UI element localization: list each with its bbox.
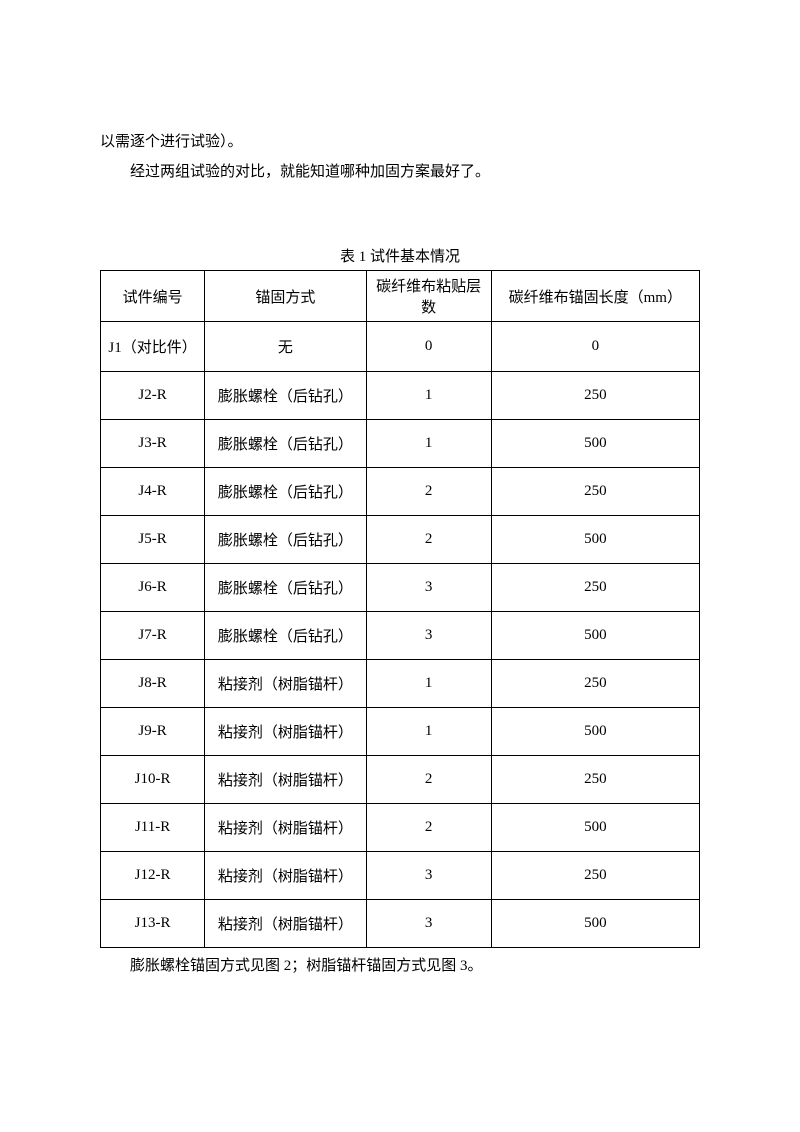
table-row: J1（对比件） 无 0 0 bbox=[101, 322, 700, 372]
table-cell: 500 bbox=[491, 708, 699, 756]
table-row: J10-R 粘接剂（树脂锚杆） 2 250 bbox=[101, 756, 700, 804]
table-header-cell: 碳纤维布粘贴层数 bbox=[366, 271, 491, 322]
table-cell: 1 bbox=[366, 708, 491, 756]
table-cell: 3 bbox=[366, 900, 491, 948]
table-cell: 粘接剂（树脂锚杆） bbox=[205, 900, 366, 948]
table-cell: 膨胀螺栓（后钻孔） bbox=[205, 516, 366, 564]
table-row: J7-R 膨胀螺栓（后钻孔） 3 500 bbox=[101, 612, 700, 660]
table-row: J13-R 粘接剂（树脂锚杆） 3 500 bbox=[101, 900, 700, 948]
table-cell: 500 bbox=[491, 612, 699, 660]
table-cell: J2-R bbox=[101, 372, 205, 420]
table-cell: J4-R bbox=[101, 468, 205, 516]
table-cell: 粘接剂（树脂锚杆） bbox=[205, 852, 366, 900]
table-cell: 250 bbox=[491, 660, 699, 708]
table-cell: J3-R bbox=[101, 420, 205, 468]
table-cell: 无 bbox=[205, 322, 366, 372]
table-row: J4-R 膨胀螺栓（后钻孔） 2 250 bbox=[101, 468, 700, 516]
table-cell: 2 bbox=[366, 804, 491, 852]
table-cell: J12-R bbox=[101, 852, 205, 900]
table-row: J12-R 粘接剂（树脂锚杆） 3 250 bbox=[101, 852, 700, 900]
table-cell: 1 bbox=[366, 420, 491, 468]
table-cell: 膨胀螺栓（后钻孔） bbox=[205, 564, 366, 612]
table-cell: J9-R bbox=[101, 708, 205, 756]
table-cell: J6-R bbox=[101, 564, 205, 612]
table-row: J5-R 膨胀螺栓（后钻孔） 2 500 bbox=[101, 516, 700, 564]
table-body: J1（对比件） 无 0 0 J2-R 膨胀螺栓（后钻孔） 1 250 J3-R … bbox=[101, 322, 700, 948]
table-cell: J11-R bbox=[101, 804, 205, 852]
table-header-cell: 锚固方式 bbox=[205, 271, 366, 322]
table-row: J3-R 膨胀螺栓（后钻孔） 1 500 bbox=[101, 420, 700, 468]
paragraph-1: 以需逐个进行试验）。 bbox=[100, 130, 700, 156]
table-header-row: 试件编号 锚固方式 碳纤维布粘贴层数 碳纤维布锚固长度（mm） bbox=[101, 271, 700, 322]
table-cell: 500 bbox=[491, 516, 699, 564]
table-row: J11-R 粘接剂（树脂锚杆） 2 500 bbox=[101, 804, 700, 852]
table-cell: J5-R bbox=[101, 516, 205, 564]
table-row: J2-R 膨胀螺栓（后钻孔） 1 250 bbox=[101, 372, 700, 420]
table-cell: 0 bbox=[491, 322, 699, 372]
table-cell: J10-R bbox=[101, 756, 205, 804]
table-cell: J7-R bbox=[101, 612, 205, 660]
table-cell: 膨胀螺栓（后钻孔） bbox=[205, 468, 366, 516]
table-row: J8-R 粘接剂（树脂锚杆） 1 250 bbox=[101, 660, 700, 708]
paragraph-2: 经过两组试验的对比，就能知道哪种加固方案最好了。 bbox=[100, 160, 700, 186]
specimen-table: 试件编号 锚固方式 碳纤维布粘贴层数 碳纤维布锚固长度（mm） J1（对比件） … bbox=[100, 270, 700, 948]
table-cell: J13-R bbox=[101, 900, 205, 948]
table-cell: 1 bbox=[366, 372, 491, 420]
table-cell: 粘接剂（树脂锚杆） bbox=[205, 660, 366, 708]
table-cell: 粘接剂（树脂锚杆） bbox=[205, 804, 366, 852]
table-cell: 2 bbox=[366, 468, 491, 516]
table-cell: 250 bbox=[491, 564, 699, 612]
table-cell: J8-R bbox=[101, 660, 205, 708]
table-cell: 膨胀螺栓（后钻孔） bbox=[205, 420, 366, 468]
table-cell: 3 bbox=[366, 852, 491, 900]
table-cell: 250 bbox=[491, 756, 699, 804]
table-cell: 2 bbox=[366, 516, 491, 564]
table-cell: 250 bbox=[491, 372, 699, 420]
table-title: 表 1 试件基本情况 bbox=[100, 245, 700, 266]
table-cell: 膨胀螺栓（后钻孔） bbox=[205, 612, 366, 660]
table-header-cell: 碳纤维布锚固长度（mm） bbox=[491, 271, 699, 322]
table-cell: 0 bbox=[366, 322, 491, 372]
table-cell: 3 bbox=[366, 564, 491, 612]
table-cell: 250 bbox=[491, 852, 699, 900]
table-cell: 500 bbox=[491, 804, 699, 852]
table-row: J6-R 膨胀螺栓（后钻孔） 3 250 bbox=[101, 564, 700, 612]
table-cell: 膨胀螺栓（后钻孔） bbox=[205, 372, 366, 420]
table-row: J9-R 粘接剂（树脂锚杆） 1 500 bbox=[101, 708, 700, 756]
table-cell: J1（对比件） bbox=[101, 322, 205, 372]
table-cell: 500 bbox=[491, 420, 699, 468]
table-cell: 粘接剂（树脂锚杆） bbox=[205, 756, 366, 804]
table-cell: 1 bbox=[366, 660, 491, 708]
table-header-cell: 试件编号 bbox=[101, 271, 205, 322]
table-cell: 500 bbox=[491, 900, 699, 948]
table-cell: 粘接剂（树脂锚杆） bbox=[205, 708, 366, 756]
table-cell: 2 bbox=[366, 756, 491, 804]
table-cell: 3 bbox=[366, 612, 491, 660]
table-footnote: 膨胀螺栓锚固方式见图 2；树脂锚杆锚固方式见图 3。 bbox=[100, 954, 700, 975]
table-cell: 250 bbox=[491, 468, 699, 516]
